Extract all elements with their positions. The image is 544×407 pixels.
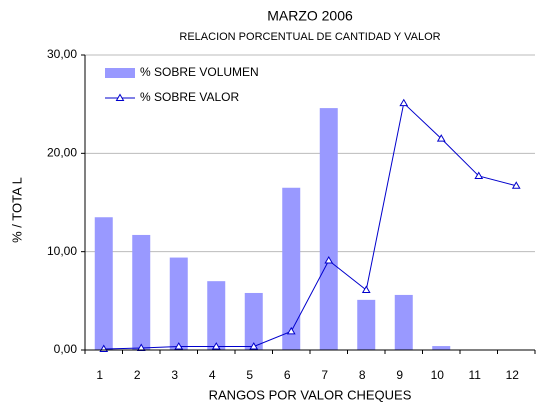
y-axis-label: % / TOTA L bbox=[9, 177, 24, 243]
bar bbox=[319, 108, 338, 350]
bar bbox=[432, 346, 451, 350]
bar bbox=[357, 299, 376, 350]
x-tick-label: 10 bbox=[431, 368, 445, 382]
x-tick-label: 7 bbox=[321, 368, 328, 382]
bar bbox=[169, 257, 188, 350]
marker bbox=[136, 343, 146, 352]
x-tick-label: 4 bbox=[209, 368, 216, 382]
x-tick-label: 8 bbox=[359, 368, 366, 382]
bar bbox=[282, 187, 301, 350]
marker bbox=[211, 342, 221, 350]
y-tick-label: 20,00 bbox=[47, 146, 77, 160]
x-tick-label: 2 bbox=[134, 368, 141, 382]
marker bbox=[474, 171, 484, 179]
x-tick-label: 9 bbox=[396, 368, 403, 382]
chart-subtitle: RELACION PORCENTUAL DE CANTIDAD Y VALOR bbox=[179, 31, 440, 43]
marker bbox=[249, 342, 259, 350]
marker bbox=[436, 134, 446, 142]
bar bbox=[244, 292, 263, 350]
marker bbox=[324, 256, 334, 264]
y-tick-label: 0,00 bbox=[54, 342, 78, 356]
marker bbox=[361, 285, 371, 294]
chart-title: MARZO 2006 bbox=[267, 8, 353, 24]
legend-swatch bbox=[105, 68, 135, 78]
y-tick-label: 30,00 bbox=[47, 47, 77, 61]
marker bbox=[399, 98, 409, 107]
x-axis-label: RANGOS POR VALOR CHEQUES bbox=[209, 387, 412, 402]
bar bbox=[207, 281, 226, 350]
legend-label: % SOBRE VALOR bbox=[140, 90, 239, 104]
x-tick-label: 3 bbox=[171, 368, 178, 382]
marker bbox=[174, 342, 184, 350]
legend-label: % SOBRE VOLUMEN bbox=[140, 65, 259, 79]
bar bbox=[94, 217, 113, 350]
x-tick-label: 11 bbox=[469, 368, 482, 382]
line bbox=[103, 102, 517, 350]
legend-marker bbox=[115, 93, 125, 101]
marker bbox=[511, 181, 521, 189]
x-tick-label: 12 bbox=[506, 368, 520, 382]
x-tick-label: 1 bbox=[96, 368, 103, 382]
x-tick-label: 6 bbox=[284, 368, 291, 382]
x-tick-label: 5 bbox=[246, 368, 253, 382]
bar bbox=[394, 294, 413, 350]
marker bbox=[286, 326, 296, 335]
y-tick-label: 10,00 bbox=[47, 244, 77, 258]
bar bbox=[132, 234, 151, 350]
